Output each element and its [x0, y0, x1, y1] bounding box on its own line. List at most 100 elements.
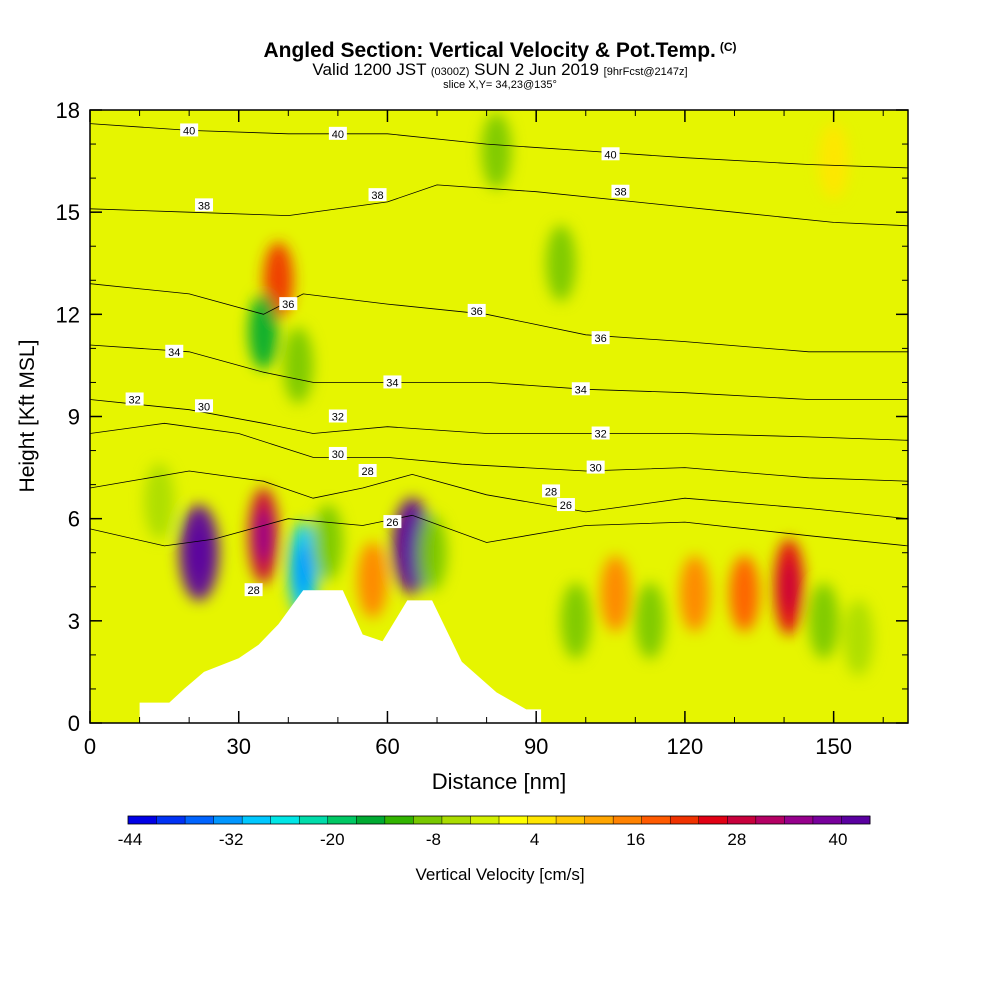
contour-label-text: 28 — [247, 585, 259, 597]
colorbar-swatch — [841, 816, 871, 824]
velocity-cell — [635, 582, 666, 659]
contour-label: 28 — [358, 463, 377, 478]
colorbar-swatch — [299, 816, 329, 824]
contour-label-bg — [279, 297, 298, 311]
contour-label: 40 — [180, 123, 199, 137]
colorbar-swatch — [413, 816, 443, 824]
contour-label-text: 28 — [361, 466, 373, 478]
chart-subtitle: Valid 1200 JST (0300Z) SUN 2 Jun 2019 [9… — [312, 60, 688, 79]
contour-label-text: 40 — [332, 129, 344, 141]
contour-label-bg — [165, 344, 184, 358]
contour-label-text: 30 — [332, 449, 344, 461]
velocity-cell — [560, 582, 591, 659]
colorbar-swatch — [670, 816, 700, 824]
colorbar-swatch — [128, 816, 158, 824]
colorbar-swatch — [727, 816, 757, 824]
contour-label-text: 34 — [386, 377, 398, 389]
contour-label-bg — [591, 331, 610, 345]
isentrope-40 — [90, 123, 908, 169]
y-tick-label: 3 — [68, 609, 80, 634]
contour-label: 32 — [328, 409, 347, 424]
y-axis-label: Height [Kft MSL] — [16, 340, 39, 493]
colorbar-swatch — [641, 816, 671, 824]
x-tick-label: 0 — [84, 734, 96, 759]
isentrope-36 — [90, 283, 908, 353]
contour-label-text: 34 — [168, 347, 180, 359]
colorbar-swatch — [185, 816, 215, 824]
velocity-cell — [729, 555, 760, 632]
contour-label: 30 — [586, 460, 605, 475]
contour-label: 28 — [542, 484, 561, 498]
isentrope-26 — [90, 514, 908, 547]
potential-temperature-contours — [90, 123, 908, 547]
velocity-cell — [679, 555, 710, 632]
contour-label-text: 32 — [332, 412, 344, 424]
contour-label-bg — [542, 484, 561, 498]
contour-label: 32 — [591, 426, 610, 441]
contour-label-text: 26 — [386, 517, 398, 529]
x-tick-label: 120 — [667, 734, 704, 759]
velocity-cell — [818, 123, 849, 200]
contour-label-bg — [556, 498, 575, 512]
colorbar-swatch — [784, 816, 814, 824]
contour-label-text: 40 — [604, 149, 616, 161]
contour-label-bg — [611, 184, 630, 198]
isentrope-32 — [90, 399, 908, 441]
contour-label: 34 — [165, 344, 184, 359]
contour-label-text: 38 — [371, 190, 383, 202]
y-tick-label: 12 — [56, 302, 80, 327]
contour-label-text: 32 — [128, 394, 140, 406]
contour-label: 34 — [383, 375, 402, 389]
contour-label: 30 — [328, 446, 347, 461]
colorbar-swatch — [613, 816, 643, 824]
velocity-cell — [357, 541, 388, 618]
colorbar-tick-label: -32 — [219, 830, 244, 849]
forecast-info: [9hrFcst@2147z] — [603, 66, 688, 78]
contour-label-bg — [328, 409, 347, 423]
colorbar-tick-label: 16 — [626, 830, 645, 849]
y-tick-label: 6 — [68, 507, 80, 532]
colorbar-swatch — [384, 816, 414, 824]
contour-label: 38 — [368, 188, 387, 202]
contour-label-bg — [195, 399, 214, 413]
contour-label-bg — [383, 375, 402, 389]
colorbar-tick-label: 40 — [829, 830, 848, 849]
velocity-cell — [600, 555, 631, 632]
contour-label-bg — [328, 446, 347, 460]
contour-label: 40 — [328, 126, 347, 141]
contour-label-text: 30 — [198, 401, 210, 413]
contour-label-bg — [125, 392, 144, 406]
terrain — [139, 590, 542, 723]
chart-title-block: Angled Section: Vertical Velocity & Pot.… — [0, 36, 1000, 91]
contour-label-text: 36 — [471, 306, 483, 318]
isentrope-30 — [90, 422, 908, 482]
isentrope-38 — [90, 184, 908, 227]
contour-label-text: 30 — [590, 463, 602, 475]
colorbar-swatch — [213, 816, 243, 824]
contour-label-bg — [383, 515, 402, 529]
x-tick-label: 60 — [375, 734, 399, 759]
contour-label-bg — [591, 426, 610, 440]
colorbar-swatch — [698, 816, 728, 824]
contour-label: 32 — [125, 392, 144, 406]
velocity-core — [255, 509, 272, 563]
velocity-cell — [417, 514, 448, 591]
y-tick-label: 18 — [56, 98, 80, 123]
isentrope-34 — [90, 344, 908, 400]
colorbar-swatch — [270, 816, 300, 824]
contour-label-text: 36 — [595, 333, 607, 345]
x-axis-ticks: 0 30 60 90 120 150 — [84, 110, 884, 759]
contour-label: 34 — [571, 382, 590, 396]
velocity-core — [404, 519, 421, 573]
contour-label-bg — [571, 382, 590, 396]
contour-label-bg — [586, 460, 605, 474]
contour-label-bg — [601, 147, 620, 161]
contour-label-text: 36 — [282, 299, 294, 311]
colorbar-swatch — [755, 816, 785, 824]
contour-label: 36 — [467, 303, 486, 318]
velocity-core — [781, 560, 798, 614]
colorbar-tick-label: -44 — [118, 830, 143, 849]
velocity-cell — [283, 327, 314, 404]
vertical-velocity-field — [144, 112, 874, 676]
